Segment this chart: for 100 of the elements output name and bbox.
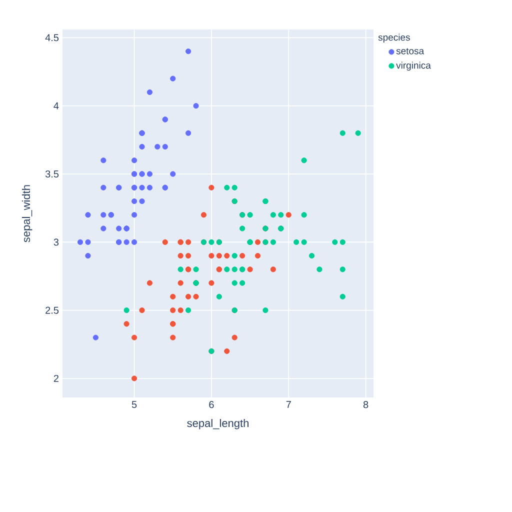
point [240,280,246,286]
point [316,266,322,272]
point [232,280,238,286]
point [170,171,176,177]
point [131,198,138,204]
point [178,252,184,259]
x-tick-label: 8 [363,401,368,408]
point [170,76,176,82]
point [270,212,276,218]
x-tick-label: 5 [132,401,137,408]
point [332,239,338,245]
point [170,307,176,314]
point [100,158,106,164]
point [208,239,214,245]
point [340,294,346,300]
point [301,239,307,245]
point [186,48,192,54]
point [355,130,361,136]
point [193,294,199,300]
y-tick-label: 3 [54,238,59,246]
point [116,226,122,232]
point [216,252,222,259]
x-axis-title: sepal_length [187,418,248,430]
point [193,266,199,272]
y-tick-label: 2 [54,374,58,382]
point [170,334,176,340]
point [240,226,246,232]
point [124,239,130,245]
point [232,252,238,259]
point [232,266,238,272]
point [85,252,91,259]
point [294,239,300,245]
y-axis-title: sepal_width [22,185,32,242]
point [124,321,130,327]
point [131,376,138,382]
point [340,130,346,136]
point [100,226,106,232]
point [262,307,268,314]
point [124,307,130,314]
point [170,294,176,300]
point [208,280,214,286]
point [193,103,199,109]
point [301,158,307,164]
point [85,239,91,245]
point [224,252,230,259]
point [186,294,192,300]
legend-label: virginica [396,62,431,71]
point [154,144,160,150]
point [200,212,207,218]
point [208,184,214,190]
point [224,184,230,190]
point [100,184,106,190]
point [240,252,246,259]
point [232,184,238,190]
point [178,307,184,314]
point [247,266,253,272]
y-tick-label: 4.5 [45,34,59,42]
legend-label: setosa [396,48,424,54]
point [254,239,261,245]
point [131,239,138,245]
point [162,144,168,150]
point [224,266,230,272]
point [232,334,238,340]
point [139,184,145,190]
point [286,212,292,218]
x-tick-label: 7 [286,401,291,408]
point [186,307,192,314]
point [139,307,145,314]
point [92,334,98,340]
point [247,212,253,218]
point [146,171,153,177]
point [85,212,91,218]
point [301,212,307,218]
point [340,239,346,245]
y-tick-label: 2.5 [46,306,59,314]
point [131,334,138,340]
point [178,266,184,272]
point [146,184,153,190]
point [254,252,261,259]
point [224,348,230,354]
point [270,266,276,272]
point [131,212,138,218]
point [162,239,168,245]
point [186,252,192,259]
point [178,280,184,286]
point [100,212,106,218]
point [216,294,222,300]
y-tick-label: 3.5 [45,170,59,178]
point [270,239,276,245]
x-tick-label: 6 [209,401,214,408]
point [146,280,153,286]
y-tick-label: 4 [54,102,59,110]
point [308,252,315,259]
point [139,144,145,150]
point [278,212,284,218]
point [186,239,192,245]
point [139,198,145,204]
point [186,130,192,136]
legend-title: species [378,34,410,43]
point [146,89,153,96]
